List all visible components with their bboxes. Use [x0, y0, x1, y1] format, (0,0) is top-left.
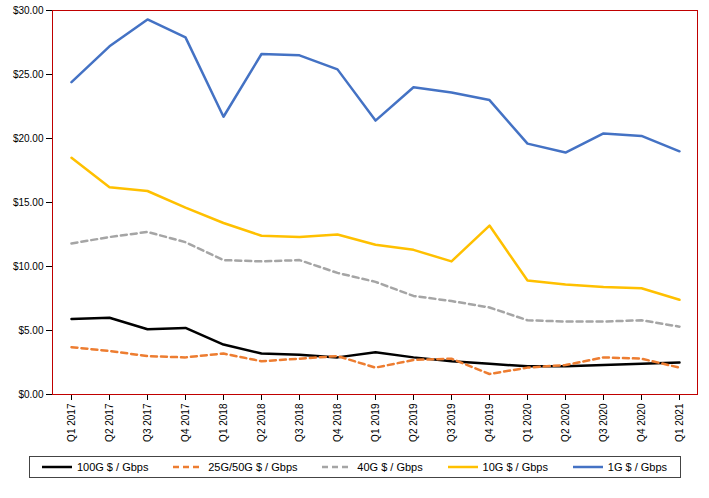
svg-text:Q4 2017: Q4 2017	[180, 403, 191, 442]
svg-text:Q2 2019: Q2 2019	[408, 403, 419, 442]
svg-text:Q1 2018: Q1 2018	[218, 403, 229, 442]
html-text:100G $ / Gbps: 100G $ / Gbps	[76, 461, 149, 473]
svg-text:$20.00: $20.00	[13, 133, 44, 144]
svg-text:Q4 2018: Q4 2018	[332, 403, 343, 442]
svg-text:Q4 2020: Q4 2020	[636, 403, 647, 442]
svg-text:$0.00: $0.00	[18, 389, 43, 400]
svg-text:Q3 2018: Q3 2018	[294, 403, 305, 442]
svg-text:Q3 2017: Q3 2017	[142, 403, 153, 442]
svg-text:Q1 2021: Q1 2021	[674, 403, 685, 442]
svg-text:Q2 2020: Q2 2020	[560, 403, 571, 442]
svg-text:$25.00: $25.00	[13, 69, 44, 80]
svg-text:Q1 2017: Q1 2017	[66, 403, 77, 442]
svg-text:Q1 2020: Q1 2020	[522, 403, 533, 442]
svg-text:Q2 2018: Q2 2018	[256, 403, 267, 442]
svg-text:$30.00: $30.00	[13, 5, 44, 16]
svg-text:$5.00: $5.00	[18, 325, 43, 336]
html-text:1G $ / Gbps: 1G $ / Gbps	[607, 461, 668, 473]
html-text:40G $ / Gbps: 40G $ / Gbps	[357, 461, 423, 473]
svg-text:Q4 2019: Q4 2019	[484, 403, 495, 442]
svg-text:Q3 2019: Q3 2019	[446, 403, 457, 442]
html-text:10G $ / Gbps: 10G $ / Gbps	[482, 461, 548, 473]
html-text:25G/50G $ / Gbps: 25G/50G $ / Gbps	[208, 461, 298, 473]
svg-text:Q3 2020: Q3 2020	[598, 403, 609, 442]
svg-text:Q1 2019: Q1 2019	[370, 403, 381, 442]
svg-text:$15.00: $15.00	[13, 197, 44, 208]
svg-text:Q2 2017: Q2 2017	[104, 403, 115, 442]
svg-text:$10.00: $10.00	[13, 261, 44, 272]
